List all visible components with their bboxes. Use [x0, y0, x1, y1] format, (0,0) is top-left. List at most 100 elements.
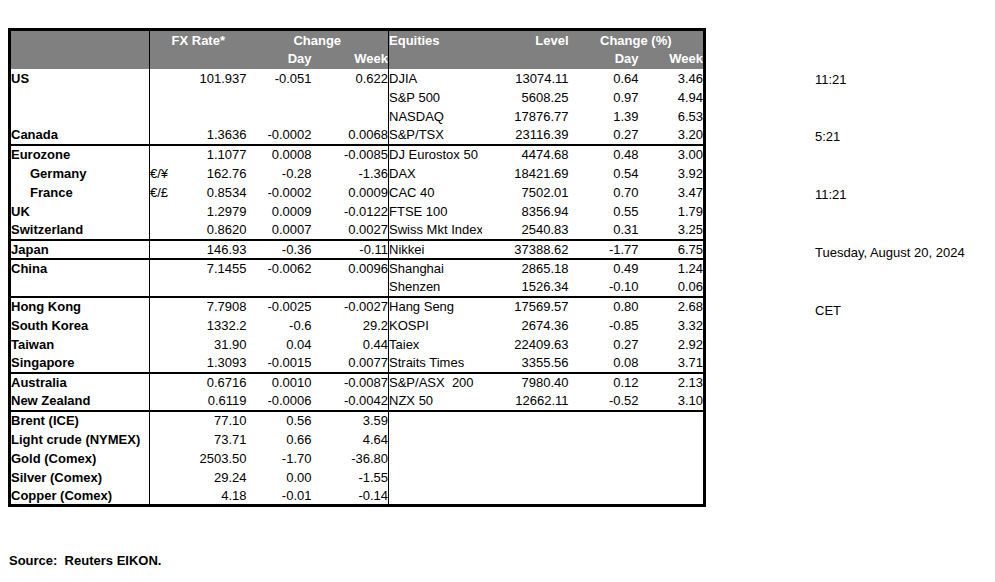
fx-week-cell: -1.55	[312, 468, 389, 487]
equities-day-header: Day	[569, 49, 639, 69]
fx-week-cell: -0.0042	[312, 392, 389, 411]
eq-day-cell: 0.27	[569, 335, 639, 354]
eq-week-cell	[639, 468, 705, 487]
fx-cell: 29.24	[184, 468, 247, 487]
country-cell: Australia	[10, 373, 150, 392]
eq-day-cell: 0.70	[569, 183, 639, 202]
fx-cell: 4.18	[184, 487, 247, 506]
fx-week-cell: 0.0027	[312, 221, 389, 240]
local-time: 11:21	[815, 70, 965, 89]
table-row: Japan146.93-0.36-0.11Nikkei37388.62-1.77…	[10, 240, 705, 259]
eq-week-cell	[639, 449, 705, 468]
equity-cell: NZX 50	[389, 392, 482, 411]
equity-cell	[389, 411, 482, 430]
fx-cell	[184, 278, 247, 297]
spacer-cell	[482, 49, 569, 69]
table-row: Copper (Comex)4.18-0.01-0.14	[10, 487, 705, 506]
eq-week-cell	[639, 411, 705, 430]
fx-week-cell	[312, 107, 389, 126]
fx-day-cell: 0.00	[247, 468, 312, 487]
equity-cell: FTSE 100	[389, 202, 482, 221]
eq-week-cell: 4.94	[639, 88, 705, 107]
fx-cell: 101.937	[184, 69, 247, 88]
table-row: Canada1.3636-0.00020.0068S&P/TSX23116.39…	[10, 126, 705, 145]
equity-cell: Shanghai	[389, 259, 482, 278]
level-cell: 3355.56	[482, 354, 569, 373]
date-label: Tuesday, August 20, 2024	[815, 243, 965, 262]
eq-day-cell: -0.85	[569, 316, 639, 335]
country-cell: Switzerland	[10, 221, 150, 240]
table-row: South Korea1332.2-0.629.2KOSPI2674.36-0.…	[10, 316, 705, 335]
level-header: Level	[482, 30, 569, 50]
level-cell	[482, 411, 569, 430]
table-row: Australia0.67160.0010-0.0087S&P/ASX 2007…	[10, 373, 705, 392]
table-row: US101.937-0.0510.622DJIA13074.110.643.46	[10, 69, 705, 88]
fx-week-cell: -0.14	[312, 487, 389, 506]
fx-week-cell	[312, 278, 389, 297]
fx-cell: 146.93	[184, 240, 247, 259]
country-cell	[10, 107, 150, 126]
eq-week-cell	[639, 430, 705, 449]
fx-cell: 1.3093	[184, 354, 247, 373]
fx-cell: 0.6716	[184, 373, 247, 392]
symbol-cell	[150, 392, 184, 411]
header-row-1: FX Rate* Change Equities Level Change (%…	[10, 30, 705, 50]
fx-week-cell: -0.0122	[312, 202, 389, 221]
eq-day-cell: 0.12	[569, 373, 639, 392]
fx-day-cell: 0.66	[247, 430, 312, 449]
fx-cell: 1.1077	[184, 145, 247, 164]
fx-change-header: Change	[247, 30, 389, 50]
table-row: New Zealand0.6119-0.0006-0.0042NZX 50126…	[10, 392, 705, 411]
symbol-cell	[150, 449, 184, 468]
symbol-cell	[150, 373, 184, 392]
symbol-cell	[150, 411, 184, 430]
symbol-cell	[150, 316, 184, 335]
fx-cell: 73.71	[184, 430, 247, 449]
country-cell: Taiwan	[10, 335, 150, 354]
level-cell: 2865.18	[482, 259, 569, 278]
fx-day-cell: 0.0008	[247, 145, 312, 164]
equity-cell: DJ Eurostox 50	[389, 145, 482, 164]
country-cell: Japan	[10, 240, 150, 259]
fx-week-cell: 3.59	[312, 411, 389, 430]
eq-week-cell: 6.53	[639, 107, 705, 126]
symbol-cell: €/¥	[150, 164, 184, 183]
fx-day-cell: -0.0002	[247, 183, 312, 202]
equity-cell: Hang Seng	[389, 297, 482, 316]
level-cell: 4474.68	[482, 145, 569, 164]
fx-day-cell: 0.0007	[247, 221, 312, 240]
level-cell: 17876.77	[482, 107, 569, 126]
fx-week-cell	[312, 88, 389, 107]
eq-week-cell: 3.71	[639, 354, 705, 373]
fx-week-cell: -0.0085	[312, 145, 389, 164]
eq-day-cell	[569, 430, 639, 449]
level-cell: 2540.83	[482, 221, 569, 240]
table-row: Germany€/¥162.76-0.28-1.36DAX18421.690.5…	[10, 164, 705, 183]
fx-cell	[184, 107, 247, 126]
symbol-cell	[150, 145, 184, 164]
equity-cell: NASDAQ	[389, 107, 482, 126]
corner-cell-blank	[10, 49, 150, 69]
table-row: Silver (Comex)29.240.00-1.55	[10, 468, 705, 487]
fx-week-cell: -0.11	[312, 240, 389, 259]
country-cell: Gold (Comex)	[10, 449, 150, 468]
equity-cell: DJIA	[389, 69, 482, 88]
market-table-body: US101.937-0.0510.622DJIA13074.110.643.46…	[10, 69, 705, 506]
level-cell: 37388.62	[482, 240, 569, 259]
country-cell	[10, 278, 150, 297]
eq-day-cell: 0.49	[569, 259, 639, 278]
market-table: FX Rate* Change Equities Level Change (%…	[8, 28, 706, 507]
eq-week-cell: 6.75	[639, 240, 705, 259]
table-row: Light crude (NYMEX)73.710.664.64	[10, 430, 705, 449]
equity-cell: Shenzen	[389, 278, 482, 297]
fx-week-cell: 0.0009	[312, 183, 389, 202]
level-cell: 8356.94	[482, 202, 569, 221]
fx-day-cell	[247, 88, 312, 107]
fx-day-cell: -0.36	[247, 240, 312, 259]
fx-week-cell: 0.0068	[312, 126, 389, 145]
country-cell: New Zealand	[10, 392, 150, 411]
footer-notes: Source: Reuters EIKON. * FX Rate for USD…	[9, 513, 674, 582]
symbol-cell	[150, 354, 184, 373]
timezone-label: CET	[815, 301, 965, 320]
fx-cell: 2503.50	[184, 449, 247, 468]
